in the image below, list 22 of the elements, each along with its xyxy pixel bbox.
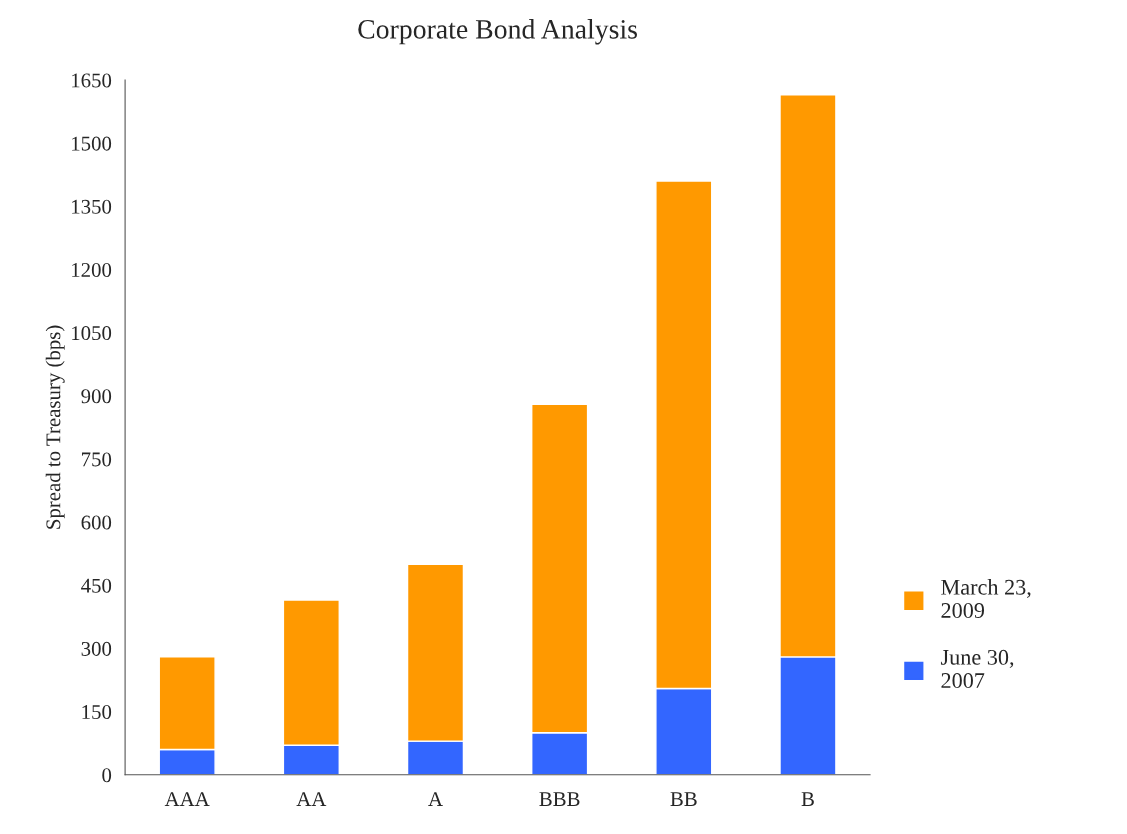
x-tick-label: A (428, 792, 443, 806)
y-axis-title: Spread to Treasury (bps) (45, 325, 65, 529)
chart-title: Corporate Bond Analysis (358, 19, 637, 45)
y-tick-label: 1050 (72, 326, 112, 341)
x-tick-label: B (801, 792, 814, 806)
y-tick-label: 600 (81, 515, 112, 530)
legend-label: June 30, 2007 (940, 649, 1014, 689)
y-tick-label: 1200 (72, 262, 112, 277)
y-tick-label: 900 (81, 389, 112, 404)
x-tick-label: AA (296, 792, 327, 806)
y-tick-label: 750 (82, 452, 112, 467)
y-tick-label: 300 (81, 641, 112, 656)
y-tick-label: 1350 (72, 199, 112, 214)
y-tick-label: 450 (81, 578, 112, 593)
x-tick-label: BBB (539, 792, 580, 806)
y-tick-label: 0 (102, 768, 112, 783)
legend-label: March 23, 2009 (941, 579, 1031, 618)
x-tick-label: AAA (164, 792, 210, 806)
x-tick-label: BB (670, 792, 697, 806)
y-tick-label: 1500 (72, 136, 112, 151)
y-tick-label: 150 (82, 705, 112, 720)
y-tick-label: 1650 (72, 73, 112, 88)
